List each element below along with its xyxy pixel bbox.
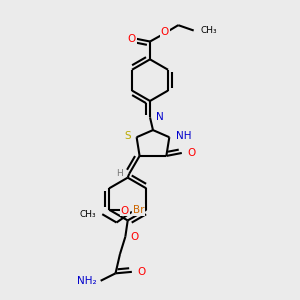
Text: O: O xyxy=(128,34,136,44)
Text: O: O xyxy=(161,27,169,37)
Text: S: S xyxy=(124,131,131,141)
Text: H: H xyxy=(116,169,123,178)
Text: Br: Br xyxy=(133,205,145,215)
Text: O: O xyxy=(137,267,146,277)
Text: N: N xyxy=(156,112,164,122)
Text: CH₃: CH₃ xyxy=(79,210,96,219)
Text: NH: NH xyxy=(176,131,191,141)
Text: O: O xyxy=(121,206,129,216)
Text: O: O xyxy=(187,148,195,158)
Text: CH₃: CH₃ xyxy=(200,26,217,35)
Text: O: O xyxy=(131,232,139,242)
Text: NH₂: NH₂ xyxy=(76,276,96,286)
